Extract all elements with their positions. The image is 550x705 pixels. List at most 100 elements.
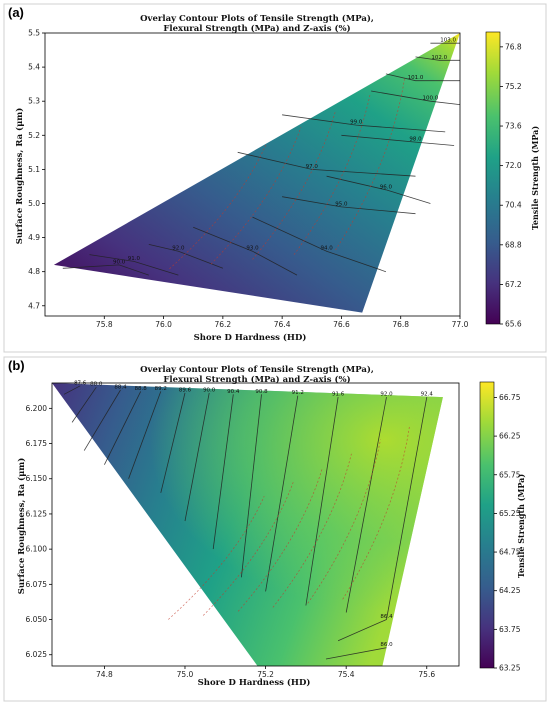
panel-b-flexural-contour xyxy=(128,391,162,479)
panel-b-flexural-contour xyxy=(337,619,387,642)
panel-b-flexural-contour xyxy=(63,385,81,395)
panel-a-x-tick-label: 77.0 xyxy=(452,320,469,329)
panel-a-contour-label: 103.0 xyxy=(440,38,456,44)
panel-b-x-tick-label: 74.8 xyxy=(96,670,113,679)
panel-a-x-tick-label: 76.4 xyxy=(274,320,291,329)
panel-b-contour-label: 88.4 xyxy=(114,385,127,391)
panel-b-colorbar-label: Tensile Strength (MPa) xyxy=(516,474,526,579)
panel-b-title-line1: Overlay Contour Plots of Tensile Strengt… xyxy=(140,364,374,375)
panel-a-y-tick-label: 5.5 xyxy=(28,29,40,38)
panel-a-plot: 90.091.0 92.0 93.0 94.0 95.0 96.0 97.0 98.0 99.0… xyxy=(28,29,469,330)
panel-b-plot: 87.6 88.0 88.4 88.8 89.2 89.6 90.0 90.4 90.8 91.2… xyxy=(26,380,460,679)
panel-a-colorbar-tick-label: 68.8 xyxy=(505,240,522,249)
panel-a-flexural-contour xyxy=(252,216,387,273)
panel-b-flexural-contour xyxy=(386,397,428,620)
panel-a-zaxis-contour xyxy=(210,127,302,265)
panel-a-zaxis-contour xyxy=(169,143,267,270)
panel-b-y-tick-label: 6.125 xyxy=(26,509,48,518)
panel-b-flexural-contour xyxy=(345,397,387,613)
panel-b-x-tick-label: 75.4 xyxy=(338,670,355,679)
panel-a-contour-label: 95.0 xyxy=(335,201,348,207)
panel-a-y-tick-label: 5.4 xyxy=(28,63,40,72)
panel-b-contour-label: 86.4 xyxy=(380,614,393,620)
panel-a-x-tick-label: 76.2 xyxy=(215,320,232,329)
panel-a-flexural-contour xyxy=(193,226,298,276)
panel-b-flexural-contour xyxy=(83,389,121,451)
panel-a-y-tick-label: 4.9 xyxy=(28,233,40,242)
panel-b-flexural-contour xyxy=(241,394,262,578)
panel-a-ylabel: Surface Roughness, Ra (μm) xyxy=(14,108,25,245)
panel-a-flexural-contour xyxy=(89,254,179,276)
panel-a-x-tick-label: 76.0 xyxy=(155,320,172,329)
panel-a-y-tick-label: 5.1 xyxy=(28,165,40,174)
panel-a-title-line2: Flexural Strength (MPa) and Z-axis (%) xyxy=(163,23,350,34)
panel-b-title-line2: Flexural Strength (MPa) and Z-axis (%) xyxy=(163,374,350,385)
panel-b-zaxis-contour xyxy=(202,481,294,616)
panel-b-x-tick-label: 75.6 xyxy=(418,670,435,679)
panel-b-contour-label: 86.0 xyxy=(380,642,393,648)
panel-b-zaxis-contour xyxy=(237,467,323,612)
panel-b-colorbar-tick-label: 63.75 xyxy=(499,625,521,634)
panel-a-colorbar-label: Tensile Strength (MPa) xyxy=(530,126,540,231)
panel-b-xlabel: Shore D Hardness (HD) xyxy=(198,677,311,688)
panel-b-y-tick-label: 6.100 xyxy=(26,545,48,554)
panel-a-flexural-contour xyxy=(237,151,416,177)
panel-a-flexural-contour xyxy=(371,90,461,105)
panel-b-flexural-contour xyxy=(104,391,142,465)
panel-b-flexural-contour xyxy=(71,386,97,423)
panel-a-contour-label: 94.0 xyxy=(320,246,333,252)
panel-a-colorbar-bar xyxy=(485,31,501,325)
panel-a-flexural-contour xyxy=(62,264,149,276)
panel-a-colorbar: 65.6 67.2 68.8 70.4 72.0 73.6 75.2 76.8 xyxy=(485,31,522,329)
panel-a-contour-label: 97.0 xyxy=(306,164,319,170)
panel-a-flexural-contour xyxy=(341,134,455,146)
panel-b-axes-frame xyxy=(51,382,460,667)
panel-a-contour-label: 101.0 xyxy=(408,75,424,81)
panel-a-contour-label: 98.0 xyxy=(409,137,422,143)
panel-a-flexural-contour xyxy=(282,196,416,215)
panel-a-colorbar-tick-label: 73.6 xyxy=(505,122,522,131)
panel-b-y-tick-label: 6.200 xyxy=(26,404,48,413)
panel-a-zaxis-contour xyxy=(252,110,336,260)
panel-a-zaxis-contour xyxy=(293,94,371,255)
panel-a-colorbar-tick-label: 75.2 xyxy=(505,82,522,91)
panel-a-flexural-contour xyxy=(148,244,224,269)
panel-a-flexural-contour xyxy=(282,114,446,133)
panel-b-colorbar-tick-label: 64.25 xyxy=(499,586,521,595)
panel-a-contour-label: 90.0 xyxy=(113,259,126,265)
panel-a-contour-label: 96.0 xyxy=(380,184,393,190)
panel-a-tensile-region xyxy=(53,33,461,313)
panel-a-contour-label: 102.0 xyxy=(431,55,447,61)
panel-a-colorbar-tick-label: 65.6 xyxy=(505,320,522,329)
panel-b-colorbar-tick-label: 63.25 xyxy=(499,664,521,673)
panel-b-zaxis-contour xyxy=(168,496,265,620)
panel-a-flexural-contour xyxy=(326,175,431,204)
panel-a-contour-label: 93.0 xyxy=(246,246,259,252)
panel-b-y-tick-label: 6.025 xyxy=(26,650,48,659)
panel-a-title-line1: Overlay Contour Plots of Tensile Strengt… xyxy=(140,13,374,24)
panel-b-flexural-contour xyxy=(160,392,186,493)
panel-a-colorbar-tick-label: 76.8 xyxy=(505,42,522,51)
panel-b-flexural-contour xyxy=(305,397,339,606)
panel-a-tag: (a) xyxy=(8,5,24,20)
panel-b-colorbar-tick-label: 65.25 xyxy=(499,509,521,518)
panel-a-contour-label: 91.0 xyxy=(128,256,141,262)
panel-b-colorbar-tick-label: 64.75 xyxy=(499,548,521,557)
panel-a-colorbar-tick-label: 70.4 xyxy=(505,201,522,210)
panel-a-y-tick-label: 5.2 xyxy=(28,131,40,140)
panel-b-ylabel: Surface Roughness, Ra (μm) xyxy=(16,458,27,595)
panel-b-contour-label: 88.8 xyxy=(135,386,148,392)
panel-a-x-tick-label: 76.8 xyxy=(392,320,409,329)
panel-b-flexural-contour xyxy=(212,394,234,550)
panel-a-y-tick-label: 5.0 xyxy=(28,199,40,208)
panel-b-contour-label: 89.2 xyxy=(155,386,167,392)
panel-b-y-tick-label: 6.175 xyxy=(26,439,48,448)
panel-b: (b) Overlay Contour Plots of Tensile Str… xyxy=(3,356,547,702)
panel-b-tag: (b) xyxy=(8,358,25,373)
panel-a-xlabel: Shore D Hardness (HD) xyxy=(194,332,307,343)
panel-a-zaxis-contour xyxy=(335,77,406,251)
panel-b-y-tick-label: 6.075 xyxy=(26,580,48,589)
panel-b-colorbar-bar xyxy=(479,381,495,669)
panel-b-colorbar-tick-label: 65.75 xyxy=(499,470,521,479)
